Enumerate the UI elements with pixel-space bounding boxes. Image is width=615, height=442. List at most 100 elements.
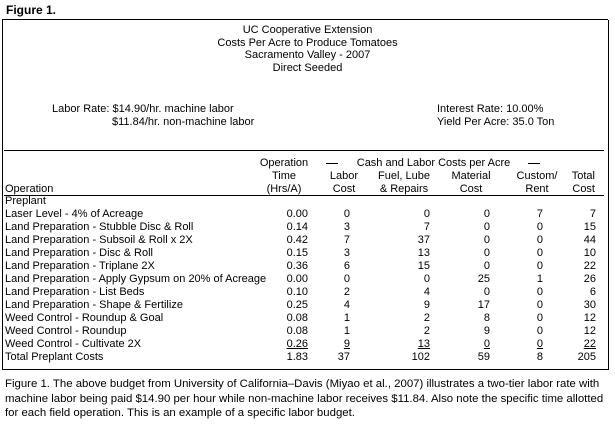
cell-operation: Weed Control - Cultivate 2X	[5, 338, 142, 350]
cell-operation: Land Preparation - Subsoil & Roll x 2X	[5, 234, 193, 246]
cell-operation: Weed Control - Roundup & Goal	[5, 312, 164, 324]
cell-time: 0.42	[286, 234, 308, 246]
cell-material: 0	[483, 208, 490, 220]
cell-fuel: 0	[423, 273, 430, 285]
cell-time: 0.25	[286, 299, 308, 311]
cell-material: 0	[483, 247, 490, 259]
cell-custom: 0	[536, 221, 543, 233]
table-header-rule	[4, 195, 604, 196]
cell-total: 30	[583, 299, 596, 311]
cell-time: 0.00	[286, 273, 308, 285]
cell-fuel: 7	[423, 221, 430, 233]
cell-total: 22	[583, 338, 596, 350]
cell-material: 25	[477, 273, 490, 285]
cell-fuel: 4	[423, 286, 430, 298]
cell-time: 1.83	[286, 351, 308, 363]
cell-labor: 9	[343, 338, 350, 350]
cell-labor: 4	[343, 299, 350, 311]
cell-operation: Land Preparation - Triplane 2X	[5, 260, 155, 272]
section-preplant: Preplant	[5, 195, 46, 207]
col-fuel-header: Fuel, Lube & Repairs	[378, 170, 430, 195]
labor-rate-nonmachine: $11.84/hr. non-machine labor	[112, 116, 255, 128]
cell-total: 10	[583, 247, 596, 259]
cell-time: 0.08	[286, 312, 308, 324]
cell-custom: 0	[536, 338, 543, 350]
cell-custom: 0	[536, 260, 543, 272]
cell-material: 59	[477, 351, 490, 363]
cell-material: 0	[483, 260, 490, 272]
cell-labor: 3	[343, 221, 350, 233]
col-custom-header: Custom/ Rent	[516, 170, 558, 195]
cell-time: 0.00	[286, 208, 308, 220]
cell-material: 0	[483, 338, 490, 350]
cell-fuel: 102	[411, 351, 430, 363]
cell-total: 22	[583, 260, 596, 272]
col-total-header: Total Cost	[571, 170, 595, 195]
table-top-rule	[4, 150, 604, 151]
col-operation-header: Operation	[5, 183, 54, 195]
cell-time: 0.14	[286, 221, 308, 233]
header-line-1: UC Cooperative Extension	[242, 24, 373, 36]
cell-operation: Weed Control - Roundup	[5, 325, 127, 337]
cell-labor: 6	[343, 260, 350, 272]
top-rule	[2, 19, 608, 20]
cell-total: 12	[583, 312, 596, 324]
cell-custom: 1	[536, 273, 543, 285]
cell-fuel: 13	[417, 247, 430, 259]
cell-material: 8	[483, 312, 490, 324]
figure-frame	[2, 20, 609, 370]
cell-custom: 0	[536, 299, 543, 311]
cell-labor: 37	[337, 351, 350, 363]
cell-time: 0.36	[286, 260, 308, 272]
cell-custom: 8	[536, 351, 543, 363]
cell-operation: Laser Level - 4% of Acreage	[5, 208, 144, 220]
cell-total: 15	[583, 221, 596, 233]
cell-operation: Total Preplant Costs	[5, 351, 104, 363]
cell-material: 0	[483, 234, 490, 246]
cell-fuel: 2	[423, 312, 430, 324]
header-line-3: Sacramento Valley - 2007	[244, 49, 371, 61]
cell-labor: 0	[343, 273, 350, 285]
cell-material: 0	[483, 221, 490, 233]
cell-operation: Land Preparation - Stubble Disc & Roll	[5, 221, 194, 233]
labor-rate-machine: Labor Rate: $14.90/hr. machine labor	[52, 103, 234, 115]
cell-operation: Land Preparation - List Beds	[5, 286, 145, 298]
cell-total: 44	[583, 234, 596, 246]
figure-caption: Figure 1. The above budget from Universi…	[5, 378, 604, 419]
cell-custom: 0	[536, 234, 543, 246]
group-header-line-right	[528, 163, 540, 164]
cell-labor: 1	[343, 325, 350, 337]
cell-time: 0.15	[286, 247, 308, 259]
interest-rate: Interest Rate: 10.00%	[437, 103, 544, 115]
cell-custom: 0	[536, 286, 543, 298]
cell-custom: 7	[536, 208, 543, 220]
cell-custom: 0	[536, 325, 543, 337]
cell-fuel: 37	[417, 234, 430, 246]
cell-total: 7	[589, 208, 596, 220]
cell-fuel: 2	[423, 325, 430, 337]
cell-total: 205	[577, 351, 596, 363]
col-labor-header: Labor Cost	[329, 170, 359, 195]
header-line-4: Direct Seeded	[272, 61, 343, 74]
cell-time: 0.26	[286, 338, 308, 350]
col-material-header: Material Cost	[451, 170, 491, 195]
cell-operation: Land Preparation - Apply Gypsum on 20% o…	[5, 273, 267, 285]
cell-labor: 2	[343, 286, 350, 298]
cell-time: 0.08	[286, 325, 308, 337]
cell-material: 17	[477, 299, 490, 311]
cell-labor: 0	[343, 208, 350, 220]
header-line-2: Costs Per Acre to Produce Tomatoes	[217, 36, 398, 49]
group-header-line-left	[326, 163, 338, 164]
cell-fuel: 9	[423, 299, 430, 311]
cell-fuel: 0	[423, 208, 430, 220]
cell-total: 6	[589, 286, 596, 298]
cell-custom: 0	[536, 247, 543, 259]
figure-label: Figure 1.	[6, 3, 57, 17]
cell-time: 0.10	[286, 286, 308, 298]
group-header: Cash and Labor Costs per Acre	[356, 157, 511, 169]
budget-header: UC Cooperative Extension Costs Per Acre …	[0, 24, 615, 74]
cell-custom: 0	[536, 312, 543, 324]
cell-operation: Land Preparation - Disc & Roll	[5, 247, 153, 259]
cell-fuel: 13	[417, 338, 430, 350]
cell-total: 26	[583, 273, 596, 285]
